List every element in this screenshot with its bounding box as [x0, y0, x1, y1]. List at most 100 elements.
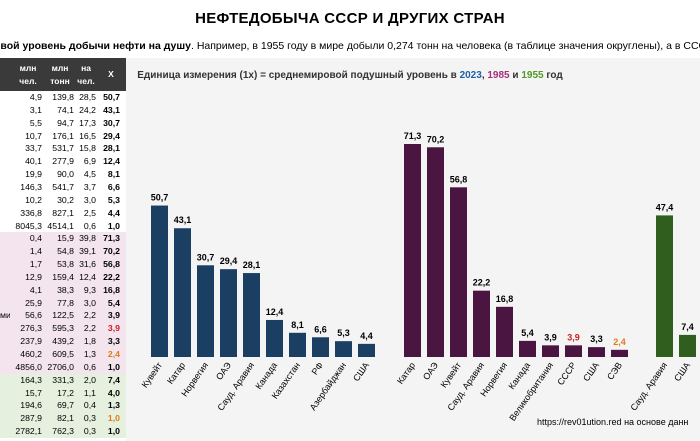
- table-cell-pop: 12,9: [25, 271, 42, 282]
- table-cell-per: 2,0: [83, 374, 96, 385]
- bar-1985-1: [427, 147, 444, 357]
- table-cell-pop: 287,9: [20, 413, 42, 424]
- table-cell-pop: 4856,0: [15, 361, 42, 372]
- table-row: 146,3 541,7 3,7 6,6: [0, 181, 126, 194]
- table-cell-tons: 38,3: [57, 284, 74, 295]
- table-cell-pop: 2782,1: [15, 426, 42, 437]
- category-tick-label: Катар: [165, 360, 187, 385]
- category-tick-label: США: [581, 360, 601, 383]
- table-cell-pop: 276,3: [20, 323, 42, 334]
- table-cell-tons: 94,7: [57, 117, 74, 128]
- table-row: 10,2 30,2 3,0 5,3: [0, 194, 126, 207]
- table-cell-x: 71,3: [103, 233, 120, 244]
- table-row: 5,5 94,7 17,3 30,7: [0, 117, 126, 130]
- table-cell-x: 2,4: [107, 349, 120, 359]
- table-cell-label: мия: [0, 310, 10, 321]
- table-row: 40,1 277,9 6,9 12,4: [0, 155, 126, 168]
- table-row: 15,7 17,2 1,1 4,0: [0, 386, 126, 400]
- bar-2023-2: [197, 265, 214, 357]
- table-cell-pop: 460,2: [20, 349, 42, 359]
- table-cell-per: 2,5: [83, 207, 96, 218]
- table-cell-x: 3,9: [107, 323, 120, 334]
- category-tick-label: ОАЭ: [421, 360, 440, 382]
- bar-value-label: 4,4: [360, 331, 373, 341]
- bar-2023-3: [220, 269, 237, 357]
- table-cell-per: 0,3: [83, 413, 96, 424]
- table-cell-x: 50,7: [103, 92, 120, 102]
- table-cell-pop: 10,7: [25, 130, 42, 141]
- table-cell-tons: 139,8: [52, 92, 74, 102]
- table-cell-tons: 15,9: [57, 233, 74, 244]
- bar-value-label: 28,1: [243, 260, 261, 270]
- table-cell-tons: 17,2: [57, 387, 74, 398]
- unit-note: Единица измерения (1х) = среднемировой п…: [0, 70, 700, 81]
- table-cell-pop: 3,1: [29, 104, 42, 115]
- category-tick-label: США: [672, 360, 692, 383]
- table-row: 4856,0 2706,0 0,6 1,0: [0, 360, 126, 374]
- bar-value-label: 7,4: [681, 322, 694, 332]
- category-tick-label: СССР: [555, 360, 578, 387]
- table-row: 8045,3 4514,1 0,6 1,0: [0, 220, 126, 233]
- table-cell-pop: 4,1: [29, 284, 42, 295]
- header-pop: млн чел.: [19, 63, 37, 86]
- table-cell-pop: 5,5: [29, 117, 42, 128]
- table-cell-tons: 531,7: [52, 143, 74, 154]
- table-cell-x: 3,9: [107, 310, 120, 321]
- table-row: 1,4 54,8 39,1 70,2: [0, 245, 126, 259]
- table-cell-tons: 122,5: [52, 310, 74, 321]
- table-cell-tons: 74,1: [57, 104, 74, 115]
- chart-area: 50,7 Кувейт 43,1 Катар 30,7 Норвегия 29,4 ОАЭ 28…: [126, 58, 700, 441]
- table-row: 237,9 439,2 1,8 3,3: [0, 335, 126, 349]
- bar-value-label: 6,6: [314, 324, 327, 334]
- table-row: 4,9 139,8 28,5 50,7: [0, 91, 126, 104]
- bar-1955-0: [656, 215, 673, 357]
- table-row: 19,9 90,0 4,5 8,1: [0, 168, 126, 181]
- table-cell-x: 1,0: [107, 361, 120, 372]
- table-cell-per: 1,8: [83, 336, 96, 347]
- table-row: 12,9 159,4 12,4 22,2: [0, 270, 126, 284]
- table-cell-pop: 0,4: [29, 233, 42, 244]
- table-cell-pop: 25,9: [25, 297, 42, 308]
- table-cell-pop: 15,7: [25, 387, 42, 398]
- bar-value-label: 5,4: [521, 328, 534, 338]
- page-title: НЕФТЕДОБЫЧА СССР И ДРУГИХ СТРАН: [195, 10, 505, 27]
- table-cell-x: 1,0: [107, 220, 120, 231]
- source-credit: https://rev01ution.red на основе данн: [537, 417, 688, 427]
- table-cell-per: 39,8: [79, 233, 96, 244]
- bar-1985-2: [450, 187, 467, 357]
- bar-value-label: 71,3: [404, 131, 422, 141]
- bar-2023-4: [243, 273, 260, 357]
- bar-value-label: 50,7: [151, 193, 169, 203]
- table-cell-pop: 1,7: [29, 259, 42, 270]
- note-sep2: и: [509, 70, 522, 81]
- table-cell-tons: 2706,0: [47, 361, 74, 372]
- bar-2023-9: [358, 343, 375, 357]
- subtitle: овой уровень добычи нефти на душу. Напри…: [0, 40, 700, 52]
- table-cell-per: 0,6: [83, 220, 96, 231]
- bar-value-label: 12,4: [266, 307, 284, 317]
- header-tons: млн тонн: [50, 63, 70, 86]
- table-row: 3,1 74,1 24,2 43,1: [0, 104, 126, 117]
- table-cell-per: 15,8: [79, 143, 96, 154]
- table-cell-x: 1,3: [107, 400, 120, 411]
- table-header: млн чел. млн тонн на чел. X: [0, 58, 126, 91]
- table-cell-tons: 277,9: [52, 156, 74, 167]
- subtitle-bold: овой уровень добычи нефти на душу: [0, 40, 191, 52]
- bar-value-label: 30,7: [197, 252, 215, 262]
- bar-2023-6: [289, 332, 306, 357]
- table-cell-tons: 159,4: [52, 271, 74, 282]
- table-cell-pop: 146,3: [20, 181, 42, 192]
- table-cell-tons: 82,1: [57, 413, 74, 424]
- bar-2023-7: [312, 337, 329, 357]
- category-tick-label: Кувейт: [140, 360, 165, 389]
- source-link[interactable]: https://rev01ution.red: [537, 417, 622, 427]
- table-cell-per: 31,6: [79, 259, 96, 270]
- bar-1985-3: [473, 290, 490, 357]
- table-cell-x: 12,4: [103, 156, 120, 167]
- data-table: млн чел. млн тонн на чел. X 4,9 139,8 28,5…: [0, 58, 126, 441]
- bar-2023-1: [174, 228, 191, 357]
- table-cell-x: 6,6: [107, 181, 120, 192]
- table-cell-x: 29,4: [103, 130, 120, 141]
- bar-1985-9: [611, 349, 628, 357]
- table-row: 164,3 331,3 2,0 7,4: [0, 373, 126, 387]
